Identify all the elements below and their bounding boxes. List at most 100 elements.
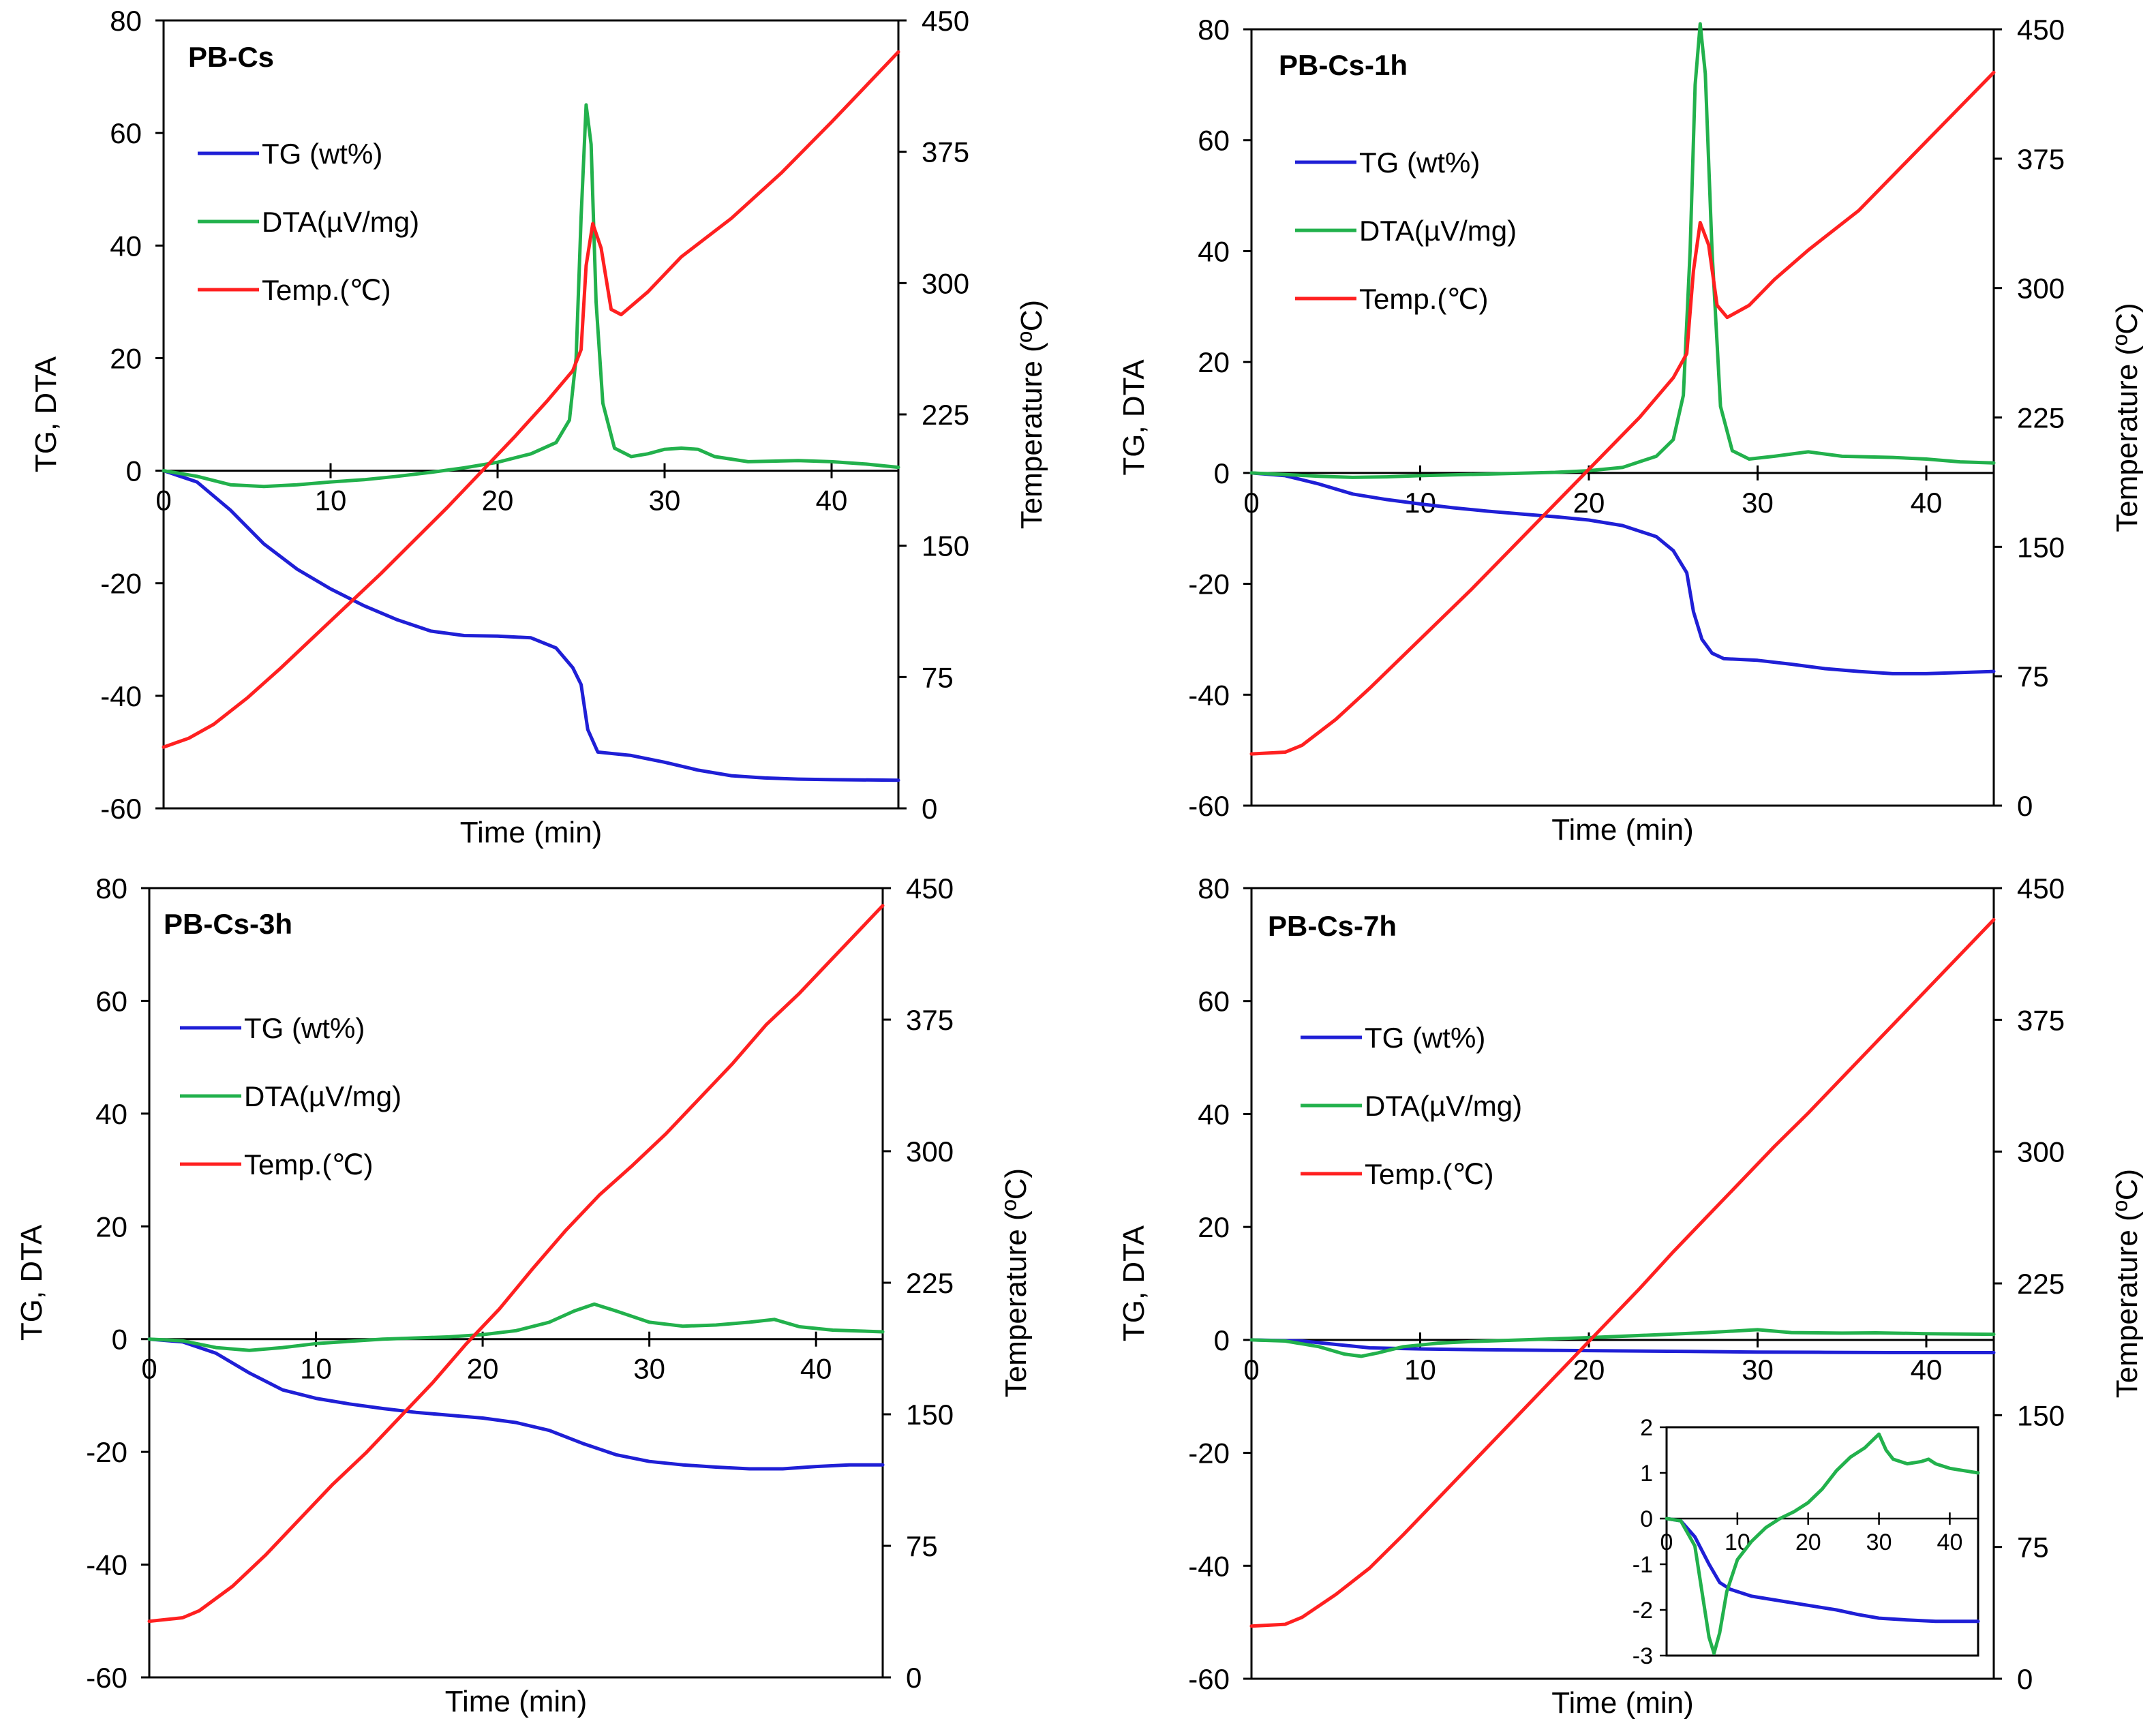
left-y-tick-label: -20 [1188,568,1230,600]
legend-label: DTA(µV/mg) [244,1080,401,1112]
inset-series-line-tg-wt [1665,1517,1980,1624]
left-y-tick-label: 0 [1214,1324,1230,1356]
x-tick-label: 0 [155,485,171,517]
inset-y-tick-label: 1 [1640,1461,1653,1487]
left-y-tick-label: -60 [1188,790,1230,822]
right-y-tick-label: 375 [2017,143,2065,175]
right-y-tick-label: 450 [906,872,954,904]
x-tick-label: 40 [1911,1354,1943,1386]
inset-x-tick-label: 30 [1866,1529,1892,1555]
right-y-tick-label: 150 [2017,1399,2065,1431]
left-y-tick-label: 40 [95,1098,127,1130]
panel-title: PB-Cs [188,41,274,73]
x-axis-title: Time (min) [460,816,603,849]
left-y-tick-label: -60 [100,793,142,825]
legend-label: TG (wt%) [1365,1022,1485,1054]
x-tick-label: 0 [141,1353,157,1385]
left-y-tick-label: 20 [1198,1211,1230,1243]
right-y-tick-label: 450 [2017,872,2065,904]
right-y-tick-label: 150 [2017,531,2065,563]
series-line-temp [162,50,900,749]
series-line-temp [1249,917,1996,1628]
series-line-dta-v-mg [1249,22,1996,479]
x-tick-label: 20 [482,485,514,517]
left-y-tick-label: -20 [1188,1437,1230,1469]
left-y-tick-label: 60 [110,117,142,149]
plot-frame [1250,28,1995,807]
right-y-tick-label: 225 [2017,1268,2065,1300]
x-tick-label: 20 [1573,1354,1605,1386]
right-y-tick-label: 300 [2017,1136,2065,1168]
left-y-axis-title: TG, DTA [1117,359,1151,476]
right-y-tick-label: 450 [2017,14,2065,46]
x-axis-title: Time (min) [445,1685,588,1718]
series-line-dta-v-mg [1249,1328,1996,1358]
right-y-axis-title: Temperature (ºC) [999,1168,1033,1397]
panel-pb-cs-3h: -60 -40 -20 0 20 40 60 80 0 75 150 225 300 375 450 0 10 2… [15,872,1033,1718]
panel-title: PB-Cs-3h [164,908,292,940]
series-line-tg-wt [1249,471,1996,675]
left-y-tick-label: -40 [1188,679,1230,711]
x-axis-title: Time (min) [1551,1686,1694,1720]
x-axis-title: Time (min) [1551,813,1694,847]
left-y-tick-label: 0 [1214,457,1230,489]
right-y-axis-title: Temperature (ºC) [2110,303,2144,532]
series-line-dta-v-mg [162,103,900,489]
legend-label: TG (wt%) [262,138,382,170]
left-y-tick-label: -40 [100,680,142,712]
left-y-tick-label: -60 [86,1662,127,1694]
right-y-tick-label: 300 [922,267,969,299]
x-tick-label: 20 [1573,487,1605,519]
x-tick-label: 30 [1742,487,1774,519]
left-y-tick-label: -20 [100,568,142,600]
left-y-axis-title: TG, DTA [29,356,63,472]
x-tick-label: 10 [300,1353,332,1385]
left-y-axis-title: TG, DTA [1117,1225,1151,1341]
right-y-tick-label: 375 [2017,1004,2065,1036]
x-tick-label: 0 [1243,487,1259,519]
right-y-tick-label: 75 [906,1530,938,1562]
x-tick-label: 40 [1911,487,1943,519]
left-y-tick-label: -20 [86,1436,127,1468]
inset-frame [1665,1426,1979,1657]
series-line-tg-wt [1249,1338,1996,1354]
x-tick-label: 10 [1404,1354,1436,1386]
left-y-tick-label: -40 [86,1549,127,1581]
right-y-tick-label: 0 [2017,790,2033,822]
x-tick-label: 20 [467,1353,499,1385]
right-y-tick-label: 450 [922,5,969,37]
left-y-tick-label: 60 [1198,125,1230,157]
right-y-axis-title: Temperature (ºC) [1015,300,1048,529]
inset-y-tick-label: -2 [1633,1598,1653,1624]
right-y-tick-label: 0 [2017,1663,2033,1695]
left-y-tick-label: 60 [95,985,127,1017]
left-y-tick-label: 20 [110,342,142,374]
panel-pb-cs: -60 -40 -20 0 20 40 60 80 0 75 150 225 300 375 450 0 10 2… [29,5,1048,849]
inset-y-tick-label: -1 [1633,1552,1653,1578]
panel-title: PB-Cs-1h [1279,49,1408,81]
inset-y-tick-label: 0 [1640,1506,1653,1532]
left-y-tick-label: 80 [110,5,142,37]
left-y-tick-label: 40 [110,230,142,262]
x-tick-label: 30 [1742,1354,1774,1386]
panel-title: PB-Cs-7h [1268,910,1397,942]
right-y-tick-label: 300 [906,1136,954,1168]
x-tick-label: 30 [649,485,681,517]
right-y-tick-label: 75 [2017,1532,2049,1564]
legend-label: Temp.(℃) [262,274,391,306]
legend-label: Temp.(℃) [1359,283,1489,315]
left-y-tick-label: 60 [1198,986,1230,1018]
legend-label: Temp.(℃) [244,1148,374,1181]
legend-label: DTA(µV/mg) [1365,1090,1522,1122]
legend-label: TG (wt%) [1359,147,1480,179]
right-y-tick-label: 225 [906,1267,954,1299]
right-y-tick-label: 0 [906,1662,922,1694]
left-y-tick-label: 80 [95,872,127,904]
left-y-tick-label: 40 [1198,235,1230,267]
right-y-tick-label: 225 [922,399,969,431]
series-line-tg-wt [147,1337,885,1471]
x-tick-label: 40 [816,485,848,517]
